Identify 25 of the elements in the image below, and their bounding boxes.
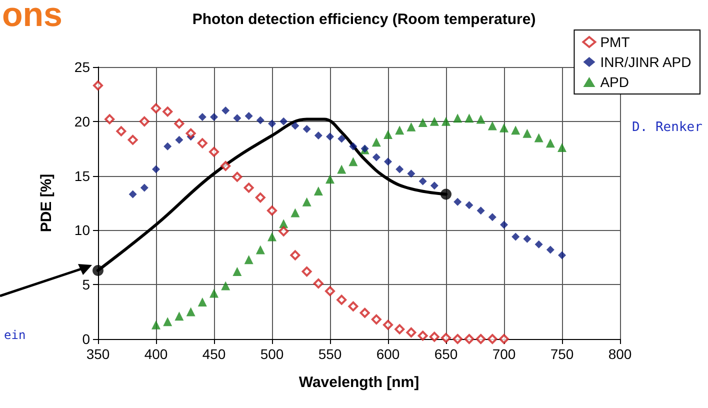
- x-tick-label: 400: [144, 346, 168, 362]
- text: ein: [4, 328, 26, 342]
- legend-label: INR/JINR APD: [600, 54, 692, 70]
- text: D. Renker: [632, 120, 702, 135]
- y-tick-label: 10: [74, 222, 90, 238]
- x-tick-label: 700: [492, 346, 516, 362]
- x-tick-label: 800: [608, 346, 632, 362]
- y-axis-title: PDE [%]: [38, 174, 55, 232]
- legend-label: PMT: [600, 34, 630, 50]
- x-tick-label: 500: [260, 346, 284, 362]
- x-tick-label: 450: [202, 346, 226, 362]
- x-tick-label: 600: [376, 346, 400, 362]
- x-axis-title: Wavelength [nm]: [298, 374, 420, 391]
- y-tick-label: 0: [82, 331, 90, 347]
- text: ons: [2, 0, 62, 35]
- x-tick-label: 550: [318, 346, 342, 362]
- y-tick-label: 5: [82, 276, 90, 293]
- legend-label: APD: [600, 74, 630, 90]
- x-tick-label: 350: [86, 346, 110, 362]
- y-tick-label: 15: [74, 168, 90, 184]
- chart-title: Photon detection efficiency (Room temperature): [192, 11, 536, 28]
- y-tick-label: 25: [74, 59, 90, 75]
- y-tick-label: 20: [74, 113, 90, 130]
- x-tick-label: 750: [550, 346, 574, 362]
- x-tick-label: 650: [434, 346, 458, 362]
